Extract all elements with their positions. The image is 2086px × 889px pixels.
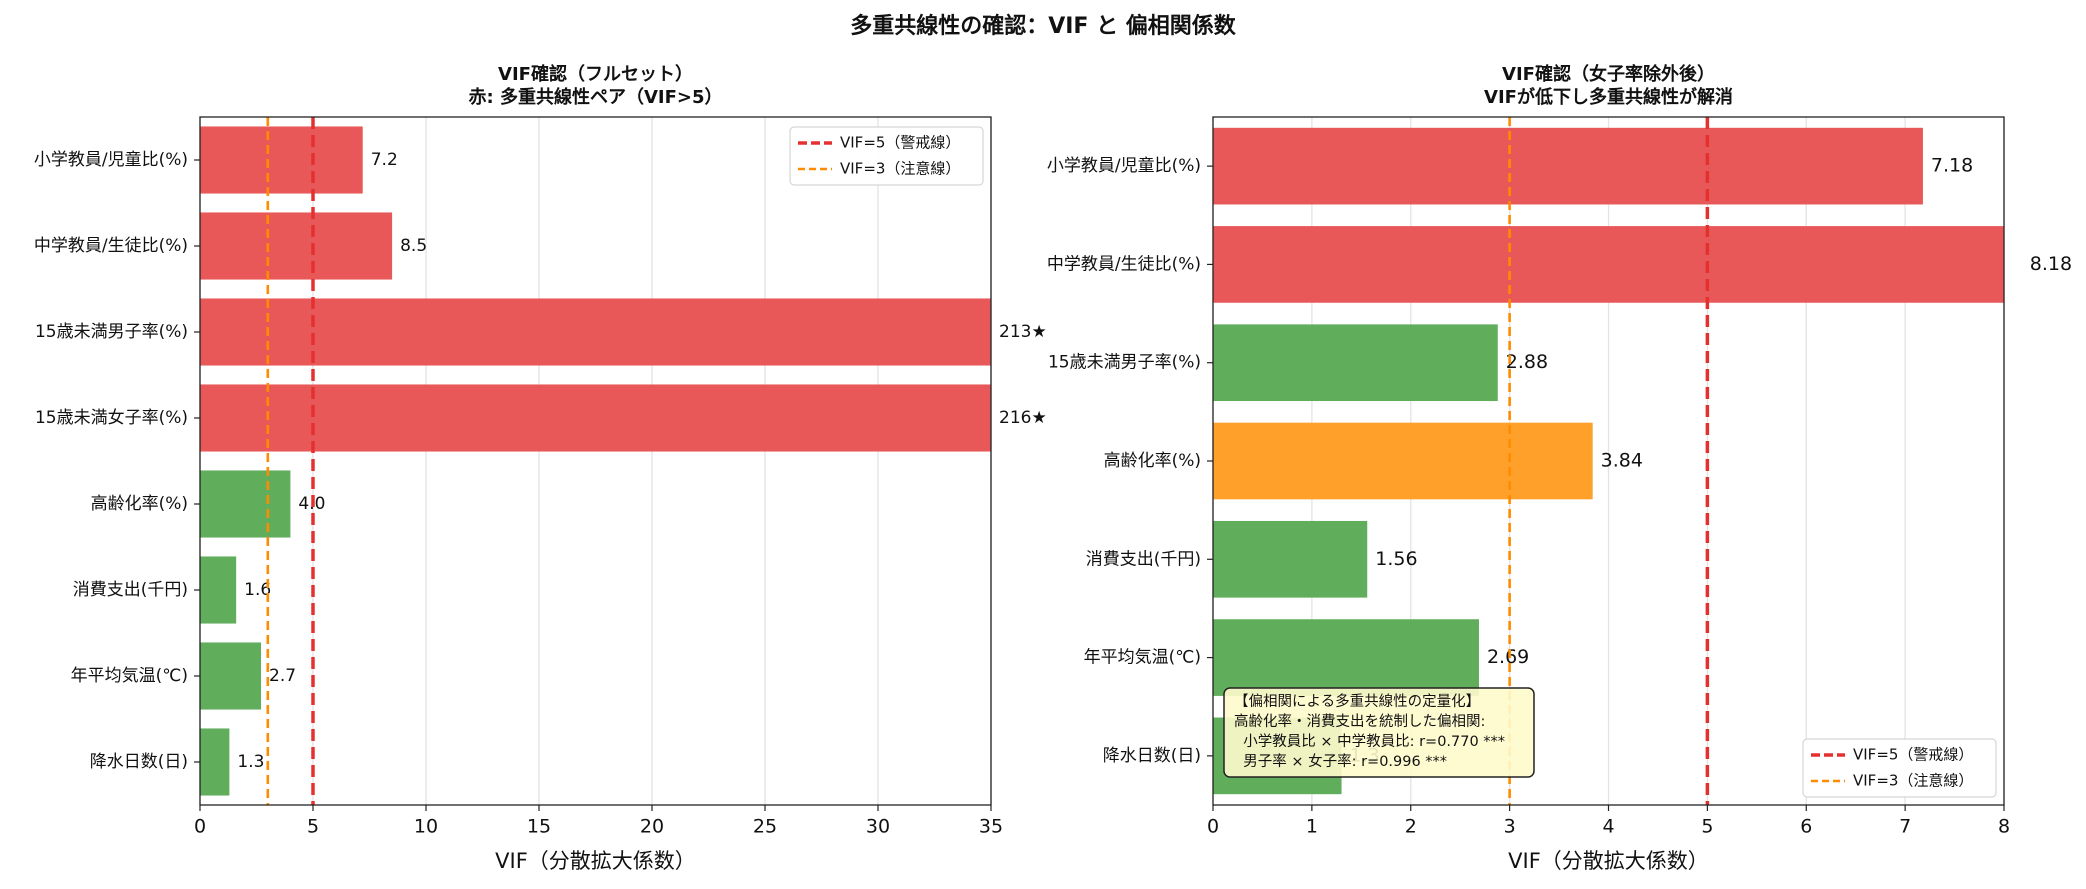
bar — [200, 126, 363, 194]
bar — [1213, 324, 1498, 402]
y-tick-label: 降水日数(日) — [1103, 746, 1201, 766]
bar — [1213, 520, 1368, 598]
value-label: 8.18 — [2030, 253, 2072, 275]
x-axis-label: VIF（分散拡大係数） — [495, 849, 696, 873]
value-label: 1.6 — [244, 580, 271, 600]
value-label: 2.69 — [1487, 646, 1529, 668]
axes-frame — [1212, 116, 2005, 806]
value-label: 2.7 — [269, 666, 296, 686]
bar — [1213, 127, 1923, 205]
x-tick-label: 7 — [1899, 816, 1911, 838]
y-tick-label: 高齢化率(%) — [1104, 451, 1201, 471]
y-tick-label: 年平均気温(℃) — [1084, 648, 1201, 668]
x-tick-label: 8 — [1998, 816, 2010, 838]
x-tick-label: 6 — [1800, 816, 1812, 838]
bar — [1213, 422, 1593, 500]
y-tick-label: 高齢化率(%) — [91, 494, 188, 514]
x-tick-label: 5 — [1701, 816, 1713, 838]
value-label: 216★ — [999, 408, 1047, 428]
y-tick-label: 年平均気温(℃) — [71, 666, 188, 686]
axes-frame — [199, 116, 992, 806]
value-label: 2.88 — [1506, 351, 1548, 373]
subplot: VIF確認（フルセット）赤: 多重共線性ペア（VIF>5） 0 5 10 15 20 25 3… — [34, 63, 1047, 873]
value-label: 1.3 — [237, 752, 264, 772]
subplot-subtitle: VIFが低下し多重共線性が解消 — [1484, 86, 1733, 108]
x-tick-label: 3 — [1504, 816, 1516, 838]
x-tick-label: 0 — [194, 816, 206, 838]
bar — [200, 470, 291, 538]
x-axis-label: VIF（分散拡大係数） — [1508, 849, 1709, 873]
bar — [200, 298, 991, 366]
x-tick-label: 5 — [307, 816, 319, 838]
y-tick-label: 15歳未満女子率(%) — [35, 408, 188, 428]
y-tick-label: 15歳未満男子率(%) — [35, 322, 188, 342]
bar — [200, 642, 262, 710]
subplot-subtitle: 赤: 多重共線性ペア（VIF>5） — [469, 86, 723, 108]
x-tick-label: 35 — [979, 816, 1003, 838]
value-label: 3.84 — [1601, 450, 1643, 472]
subplot-title: VIF確認（フルセット） — [498, 63, 693, 85]
annotation-line: 【偏相関による多重共線性の定量化】 — [1234, 693, 1480, 710]
y-tick-label: 消費支出(千円) — [1086, 549, 1201, 569]
x-tick-label: 30 — [866, 816, 890, 838]
x-tick-label: 2 — [1405, 816, 1417, 838]
legend: VIF=5（警戒線） VIF=3（注意線） — [789, 126, 984, 186]
y-tick-label: 15歳未満男子率(%) — [1048, 353, 1201, 373]
legend-label: VIF=5（警戒線） — [840, 134, 960, 152]
figure-title: 多重共線性の確認：VIF と 偏相関係数 — [850, 13, 1237, 39]
bar — [200, 384, 991, 452]
annotation-line: 小学教員比 × 中学教員比: r=0.770 *** — [1234, 733, 1505, 750]
legend-label: VIF=3（注意線） — [1853, 772, 1973, 790]
value-label: 7.18 — [1931, 155, 1973, 177]
y-tick-label: 中学教員/生徒比(%) — [34, 236, 188, 256]
legend: VIF=5（警戒線） VIF=3（注意線） — [1802, 738, 1997, 798]
bar — [200, 212, 393, 280]
bar — [200, 556, 237, 624]
annotation-line: 男子率 × 女子率: r=0.996 *** — [1234, 752, 1447, 770]
legend-box — [1802, 738, 1997, 798]
value-label: 8.5 — [400, 236, 427, 256]
y-tick-label: 小学教員/児童比(%) — [1047, 156, 1201, 176]
x-tick-label: 20 — [640, 816, 664, 838]
subplot-title: VIF確認（女子率除外後） — [1502, 63, 1715, 85]
x-tick-label: 10 — [414, 816, 438, 838]
y-tick-label: 降水日数(日) — [90, 752, 188, 772]
x-tick-label: 4 — [1602, 816, 1614, 838]
bar — [1213, 226, 2004, 303]
x-tick-label: 25 — [753, 816, 777, 838]
bars — [200, 126, 991, 796]
y-tick-label: 中学教員/生徒比(%) — [1047, 254, 1201, 274]
legend-label: VIF=5（警戒線） — [1853, 746, 1973, 764]
x-tick-label: 0 — [1207, 816, 1219, 838]
bar — [200, 728, 230, 796]
value-label: 1.56 — [1375, 548, 1417, 570]
value-label: 213★ — [999, 322, 1047, 342]
legend-box — [789, 126, 984, 186]
x-tick-label: 1 — [1306, 816, 1318, 838]
y-tick-label: 小学教員/児童比(%) — [34, 150, 188, 170]
bar — [1213, 619, 1479, 696]
legend-label: VIF=3（注意線） — [840, 160, 960, 178]
x-tick-label: 15 — [527, 816, 551, 838]
annotation: 【偏相関による多重共線性の定量化】高齢化率・消費支出を統制した偏相関: 小学教員… — [1223, 687, 1535, 778]
value-label: 7.2 — [371, 150, 398, 170]
annotation-line: 高齢化率・消費支出を統制した偏相関: — [1234, 713, 1485, 730]
y-tick-label: 消費支出(千円) — [73, 580, 188, 600]
annotation-box — [1223, 687, 1535, 778]
